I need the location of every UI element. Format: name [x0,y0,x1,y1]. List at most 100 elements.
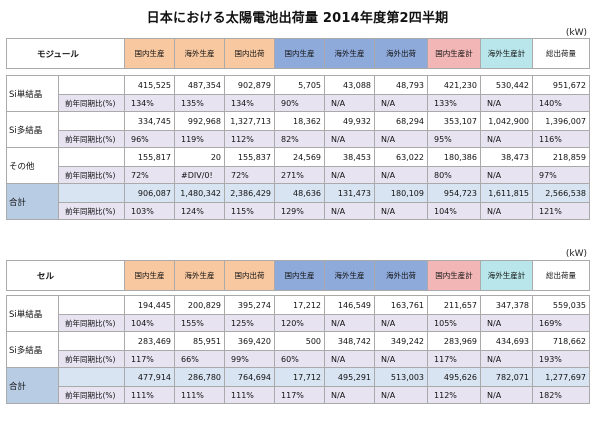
value-cell: 180,109 [374,183,428,203]
column-header: 海外生産 [324,38,375,69]
blank-cell [58,75,125,95]
yoy-cell: 60% [274,350,326,368]
value-cell: 85,951 [174,331,226,351]
value-cell: 495,626 [427,367,482,387]
yoy-label: 前年同期比(%) [58,166,125,184]
yoy-cell: 99% [224,350,276,368]
spacer-row [7,69,590,76]
value-cell: 395,274 [224,295,276,315]
yoy-cell: 104% [427,202,481,220]
value-cell: 2,566,538 [532,183,590,203]
blank-cell [58,111,125,131]
yoy-label: 前年同期比(%) [57,386,126,404]
value-cell: 286,780 [174,367,226,387]
value-cell: 20 [174,147,225,167]
value-cell: 334,745 [124,111,175,131]
column-header: 国内出荷 [224,38,275,69]
value-cell: 495,291 [324,367,376,387]
value-cell: 283,969 [427,331,482,351]
yoy-cell: 82% [274,130,325,148]
row-label: Si多結晶 [6,331,59,368]
yoy-row: 前年同期比(%) 104% 155% 125% 120% N/A N/A 105% N/A 169… [7,314,591,332]
row-label: 合計 [6,367,59,404]
value-cell: 348,742 [324,331,376,351]
column-header: 海外生産 [174,260,226,291]
yoy-cell: 72% [124,166,175,184]
value-cell: 1,396,007 [532,111,590,131]
value-cell: 5,705 [274,75,325,95]
value-cell: 48,793 [374,75,428,95]
yoy-cell: 134% [224,94,275,112]
yoy-cell: 135% [174,94,225,112]
value-cell: 211,657 [427,295,482,315]
yoy-cell: 140% [532,94,590,112]
value-cell: 163,761 [374,295,429,315]
value-cell: 764,694 [224,367,276,387]
yoy-label: 前年同期比(%) [58,130,125,148]
yoy-cell: N/A [324,314,376,332]
yoy-cell: 111% [124,386,176,404]
yoy-cell: 80% [427,166,481,184]
yoy-cell: 120% [274,314,326,332]
yoy-cell: N/A [480,130,533,148]
value-cell: 349,242 [374,331,429,351]
value-cell: 992,968 [174,111,225,131]
value-cell: 18,362 [274,111,325,131]
value-cell: 283,469 [124,331,176,351]
value-cell: 415,525 [124,75,175,95]
yoy-cell: 97% [532,166,590,184]
yoy-cell: N/A [480,166,533,184]
yoy-cell: N/A [324,166,375,184]
value-cell: 131,473 [324,183,375,203]
value-cell: 954,723 [427,183,481,203]
total-row: 合計 477,914 286,780 764,694 17,712 495,291 513,… [6,367,591,404]
yoy-cell: 125% [224,314,276,332]
row-label: Si多結晶 [6,111,59,148]
column-header: 海外生産計 [480,260,534,291]
value-cell: 48,636 [274,183,325,203]
header-row: セル 国内生産 海外生産 国内出荷 国内生産 海外生産 海外出荷 国内生産計 海外生産計 総出荷量 [5,260,591,291]
value-cell: 718,662 [532,331,591,351]
yoy-cell: 116% [532,130,590,148]
column-header: 海外生産計 [480,38,533,69]
blank-cell [57,295,126,315]
yoy-row: 前年同期比(%) 72% #DIV/0! 72% 271% N/A N/A 80% N/A 97% [7,166,590,184]
value-cell: 2,386,429 [224,183,275,203]
blank-cell [57,331,126,351]
value-cell: 68,294 [374,111,428,131]
value-cell: 906,087 [124,183,175,203]
yoy-label: 前年同期比(%) [57,314,126,332]
row-label: 合計 [6,183,59,220]
column-header: 総出荷量 [532,260,591,291]
value-cell: 17,712 [274,367,326,387]
blank-cell [58,147,125,167]
column-header: 国内生産 [274,260,326,291]
table-row: Si単結晶 194,445 200,829 395,274 17,212 146,549 1… [6,295,591,332]
yoy-row: 前年同期比(%) 96% 119% 112% 82% N/A N/A 95% N/A 116% [7,130,590,148]
blank-cell [57,367,126,387]
value-cell: 487,354 [174,75,225,95]
value-cell: 513,003 [374,367,429,387]
yoy-cell: N/A [324,94,375,112]
yoy-cell: 193% [532,350,591,368]
yoy-cell: N/A [324,350,376,368]
yoy-cell: 111% [224,386,276,404]
yoy-cell: 111% [174,386,226,404]
value-cell: 146,549 [324,295,376,315]
yoy-cell: 271% [274,166,325,184]
yoy-cell: 117% [427,350,482,368]
yoy-cell: 155% [174,314,226,332]
value-cell: 180,386 [427,147,481,167]
value-cell: 24,569 [274,147,325,167]
yoy-cell: 129% [274,202,325,220]
value-cell: 421,230 [427,75,481,95]
value-cell: 38,473 [480,147,533,167]
yoy-cell: N/A [324,130,375,148]
value-cell: 369,420 [224,331,276,351]
table-category-label: モジュール [6,38,125,69]
table-row: Si多結晶 334,745 992,968 1,327,713 18,362 49,932… [6,111,590,148]
value-cell: 38,453 [324,147,375,167]
yoy-cell: N/A [374,202,428,220]
yoy-cell: 121% [532,202,590,220]
